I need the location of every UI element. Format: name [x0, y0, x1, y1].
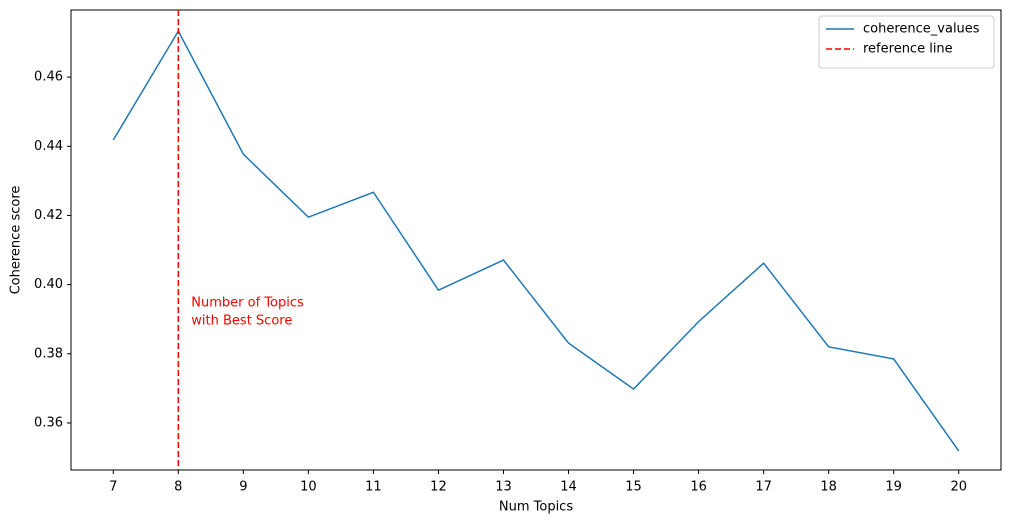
x-axis-label: Num Topics: [499, 500, 573, 515]
y-tick-label: 0.40: [34, 277, 63, 292]
y-tick-label: 0.42: [34, 208, 63, 223]
x-tick-label: 20: [950, 480, 967, 495]
x-tick-label: 17: [755, 480, 772, 495]
x-tick-label: 9: [239, 480, 247, 495]
x-tick-label: 15: [625, 480, 642, 495]
y-tick-label: 0.46: [34, 70, 63, 85]
x-tick-label: 13: [495, 480, 512, 495]
plot-frame: [70, 9, 1002, 471]
y-tick-label: 0.36: [34, 415, 63, 430]
y-tick-label: 0.38: [34, 346, 63, 361]
annotation: Number of Topics: [191, 296, 304, 311]
x-tick-label: 10: [300, 480, 317, 495]
x-tick-label: 12: [430, 480, 447, 495]
legend-label: reference line: [863, 42, 953, 57]
legend-label: coherence_values: [863, 22, 980, 37]
x-tick-label: 16: [690, 480, 707, 495]
y-tick-label: 0.44: [34, 139, 63, 154]
y-axis-label: Coherence score: [9, 186, 24, 295]
x-tick-label: 7: [109, 480, 117, 495]
x-tick-label: 8: [174, 480, 182, 495]
legend-box: [818, 15, 995, 69]
data-line: [112, 29, 960, 452]
x-tick-label: 19: [885, 480, 902, 495]
x-tick-label: 18: [820, 480, 837, 495]
x-tick-label: 11: [365, 480, 382, 495]
annotation: with Best Score: [191, 314, 292, 329]
x-tick-label: 14: [560, 480, 577, 495]
